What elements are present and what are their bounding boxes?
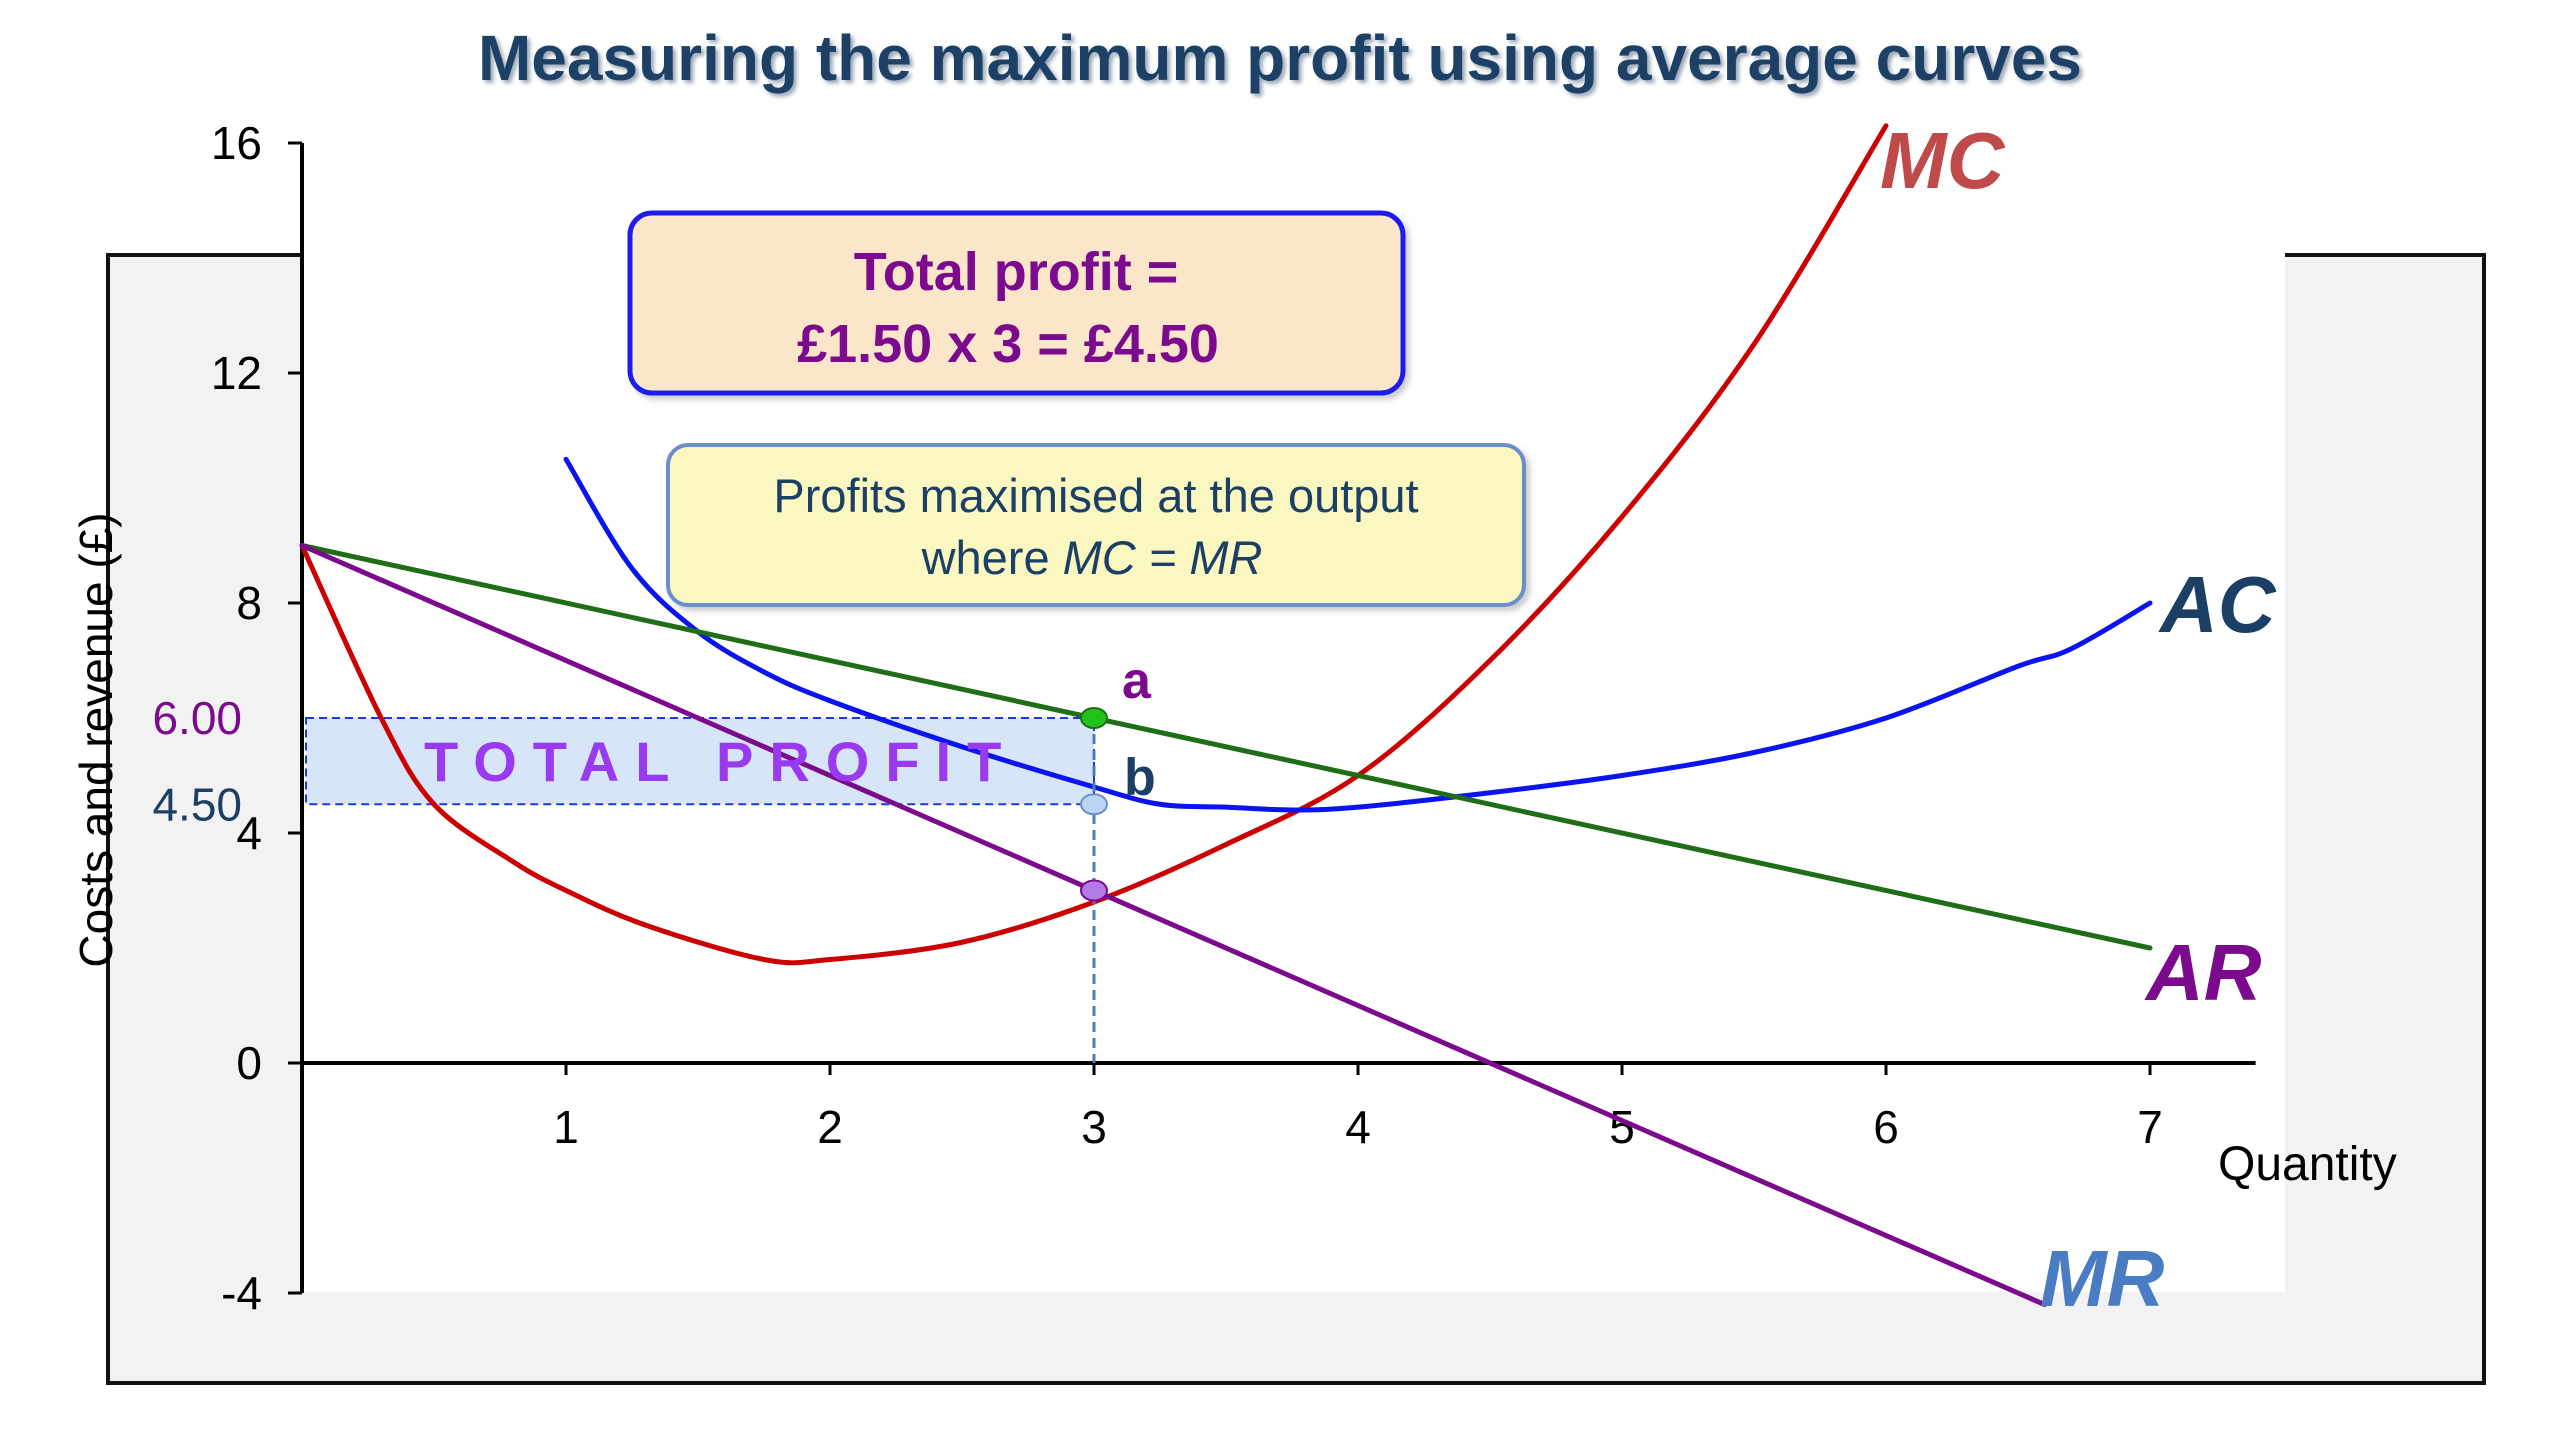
mc-curve [299,123,1889,966]
point-b-label: b [1124,748,1156,806]
mr-curve-label: MR [2040,1234,2165,1323]
point-a [1080,707,1108,729]
total-profit-area [305,717,1095,806]
ar-curve-label: AR [2144,928,2262,1017]
mr-curve [299,543,2047,1307]
total-profit-line-2: £1.50 x 3 = £4.50 [797,314,1219,374]
y-tick-label: 8 [236,577,262,629]
max-profit-rule-callout: Profits maximised at the output where MC… [666,443,1526,607]
max-profit-rule-formula: MC = MR [1063,531,1263,584]
x-axis-label: Quantity [2218,1138,2397,1191]
y-tick-label: 0 [236,1037,262,1089]
x-tick-label: 7 [2137,1101,2163,1153]
curves [299,123,2153,1307]
x-tick-label: 2 [817,1101,843,1153]
point-mc-mr [1080,879,1108,902]
point-a-label: a [1122,652,1152,710]
x-tick-label: 5 [1609,1101,1635,1153]
cost-label: 4.50 [152,778,242,830]
y-tick-label: 4 [236,807,262,859]
ac-curve [563,456,2153,813]
y-tick-label: 12 [211,347,262,399]
max-profit-rule-line-1: Profits maximised at the output [773,469,1418,522]
total-profit-callout: Total profit = £1.50 x 3 = £4.50 [627,210,1406,396]
ac-curve-label: AC [2158,560,2277,649]
total-profit-label: TOTAL PROFIT [424,730,1017,793]
x-tick-label: 4 [1345,1101,1371,1153]
point-b [1080,793,1108,816]
x-tick-label: 1 [553,1101,579,1153]
total-profit-line-1: Total profit = [854,242,1178,302]
max-profit-rule-line-2: where MC = MR [921,531,1263,584]
key-points [1080,707,1108,902]
total-profit-callout-box [627,210,1406,396]
y-tick-label: -4 [221,1267,262,1319]
x-tick-label: 6 [1873,1101,1899,1153]
y-tick-label: 16 [211,117,262,169]
ar-curve [299,543,2153,951]
max-profit-rule-box [666,443,1526,607]
x-tick-label: 3 [1081,1101,1107,1153]
max-profit-rule-prefix: where [921,531,1063,584]
mc-curve-label: MC [1880,116,2006,205]
chart-title: Measuring the maximum profit using avera… [478,22,2082,94]
y-axis-label: Costs and revenue (£) [70,512,122,967]
price-label: 6.00 [152,692,242,744]
